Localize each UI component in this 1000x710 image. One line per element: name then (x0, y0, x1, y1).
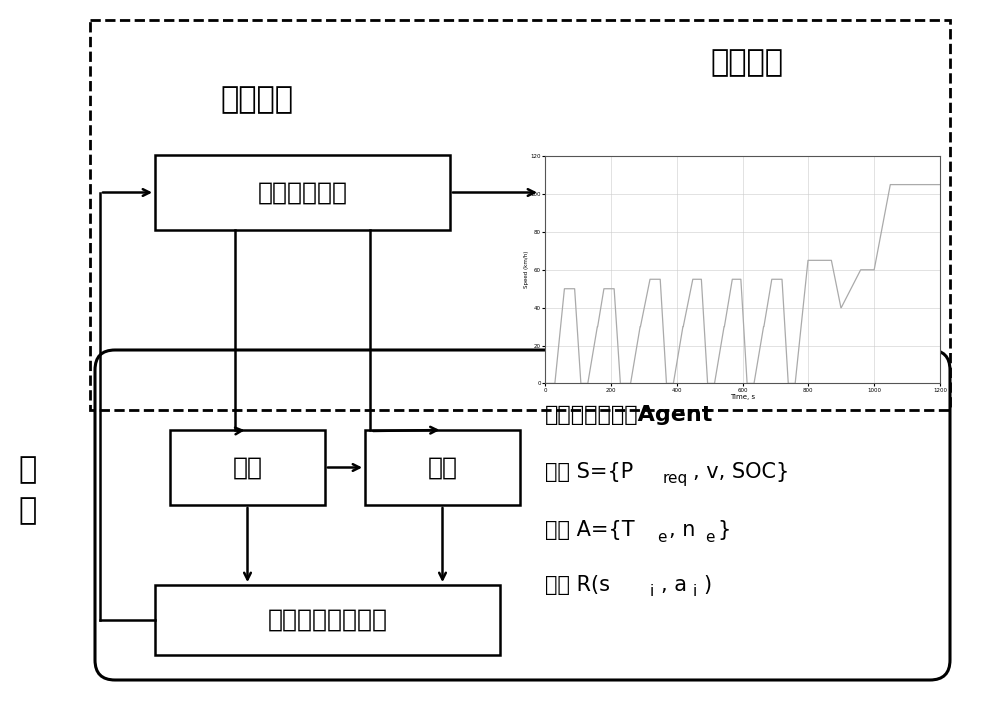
Text: }: } (717, 520, 730, 540)
Text: i: i (650, 584, 654, 599)
Text: 奖励 R(s: 奖励 R(s (545, 575, 610, 595)
Text: req: req (663, 471, 688, 486)
X-axis label: Time, s: Time, s (730, 394, 755, 400)
Text: , a: , a (661, 575, 687, 595)
FancyBboxPatch shape (155, 585, 500, 655)
Text: 动作 A={T: 动作 A={T (545, 520, 635, 540)
Text: 状态: 状态 (428, 456, 458, 479)
Text: 动
作: 动 作 (19, 455, 37, 525)
Text: 强化学习控制器Agent: 强化学习控制器Agent (545, 405, 713, 425)
FancyBboxPatch shape (155, 155, 450, 230)
Text: , n: , n (669, 520, 695, 540)
Text: 奖励: 奖励 (232, 456, 262, 479)
Text: e: e (705, 530, 714, 545)
FancyBboxPatch shape (365, 430, 520, 505)
Text: i: i (693, 584, 697, 599)
Text: 状态 S={P: 状态 S={P (545, 462, 633, 482)
FancyBboxPatch shape (170, 430, 325, 505)
Text: ): ) (703, 575, 711, 595)
Text: 行驶环境: 行驶环境 (710, 48, 783, 77)
Text: 强化学习控制策略: 强化学习控制策略 (268, 608, 388, 632)
Text: 被控对象: 被控对象 (220, 85, 293, 114)
Text: , v, SOC}: , v, SOC} (693, 462, 789, 482)
Y-axis label: Speed (km/h): Speed (km/h) (524, 251, 529, 288)
Text: e: e (657, 530, 666, 545)
Text: 混合动力汽车: 混合动力汽车 (258, 180, 348, 204)
